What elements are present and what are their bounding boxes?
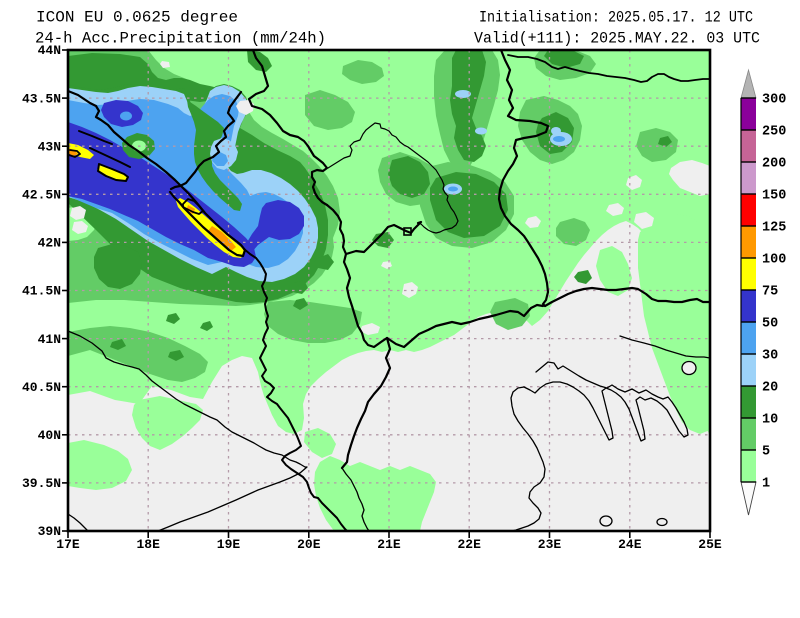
svg-text:150: 150 [762,189,786,204]
svg-text:43.5N: 43.5N [22,91,61,106]
svg-text:Initialisation: 2025.05.17. 12: Initialisation: 2025.05.17. 12 UTC [479,9,753,27]
svg-text:75: 75 [762,285,778,300]
svg-text:40.5N: 40.5N [22,380,61,395]
svg-text:41N: 41N [38,332,61,347]
svg-text:25E: 25E [698,537,722,552]
svg-text:50: 50 [762,317,778,332]
svg-text:20E: 20E [297,537,321,552]
svg-text:39N: 39N [38,524,61,539]
svg-text:18E: 18E [136,537,160,552]
svg-text:41.5N: 41.5N [22,284,61,299]
svg-text:42.5N: 42.5N [22,188,61,203]
svg-text:Valid(+111): 2025.MAY.22. 03 U: Valid(+111): 2025.MAY.22. 03 UTC [474,30,760,48]
svg-text:30: 30 [762,349,778,364]
svg-text:44N: 44N [38,43,61,58]
svg-text:5: 5 [762,445,770,460]
svg-text:10: 10 [762,413,778,428]
svg-text:21E: 21E [377,537,401,552]
svg-text:39.5N: 39.5N [22,476,61,491]
svg-text:19E: 19E [217,537,241,552]
svg-text:24E: 24E [618,537,642,552]
svg-text:250: 250 [762,125,786,140]
svg-text:125: 125 [762,221,786,236]
svg-text:1: 1 [762,477,770,492]
svg-text:ICON EU 0.0625 degree: ICON EU 0.0625 degree [36,9,238,27]
svg-text:200: 200 [762,157,786,172]
svg-text:100: 100 [762,253,786,268]
svg-text:43N: 43N [38,139,61,154]
svg-text:23E: 23E [538,537,562,552]
svg-text:20: 20 [762,381,778,396]
svg-text:40N: 40N [38,428,61,443]
svg-text:300: 300 [762,93,786,108]
svg-text:42N: 42N [38,236,61,251]
svg-text:24-h Acc.Precipitation (mm/24h: 24-h Acc.Precipitation (mm/24h) [35,30,326,48]
svg-text:17E: 17E [56,537,80,552]
svg-text:22E: 22E [457,537,481,552]
